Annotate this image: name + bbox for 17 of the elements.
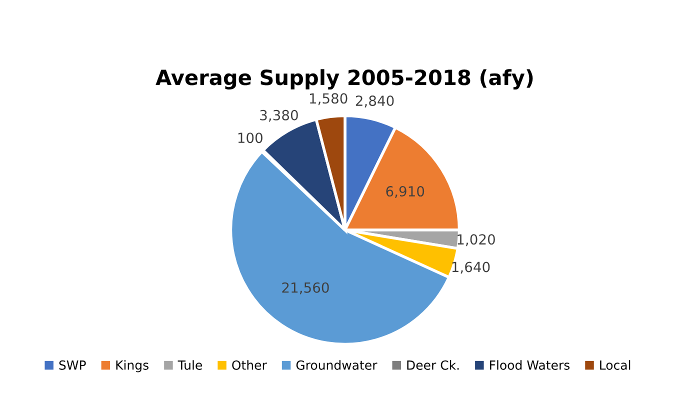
chart-title: Average Supply 2005-2018 (afy)	[156, 69, 533, 90]
legend-label: SWP	[59, 360, 86, 370]
data-label: 1,580	[310, 93, 348, 106]
data-label: 100	[238, 132, 262, 144]
data-label: 1,640	[452, 262, 490, 274]
legend-label: Groundwater	[296, 360, 378, 370]
data-label: 21,560	[282, 282, 329, 294]
legend-label: Other	[232, 360, 267, 370]
legend-label: Local	[600, 360, 630, 370]
legend-label: Tule	[178, 360, 202, 370]
data-label: 2,840	[356, 96, 394, 108]
legend-label: Flood Waters	[490, 360, 570, 370]
legend-label: Deer Ck.	[407, 360, 459, 370]
data-label: 3,380	[260, 110, 298, 122]
data-label: 6,910	[386, 186, 424, 198]
data-label: 1,020	[458, 234, 495, 246]
legend-label: Kings	[116, 360, 148, 372]
